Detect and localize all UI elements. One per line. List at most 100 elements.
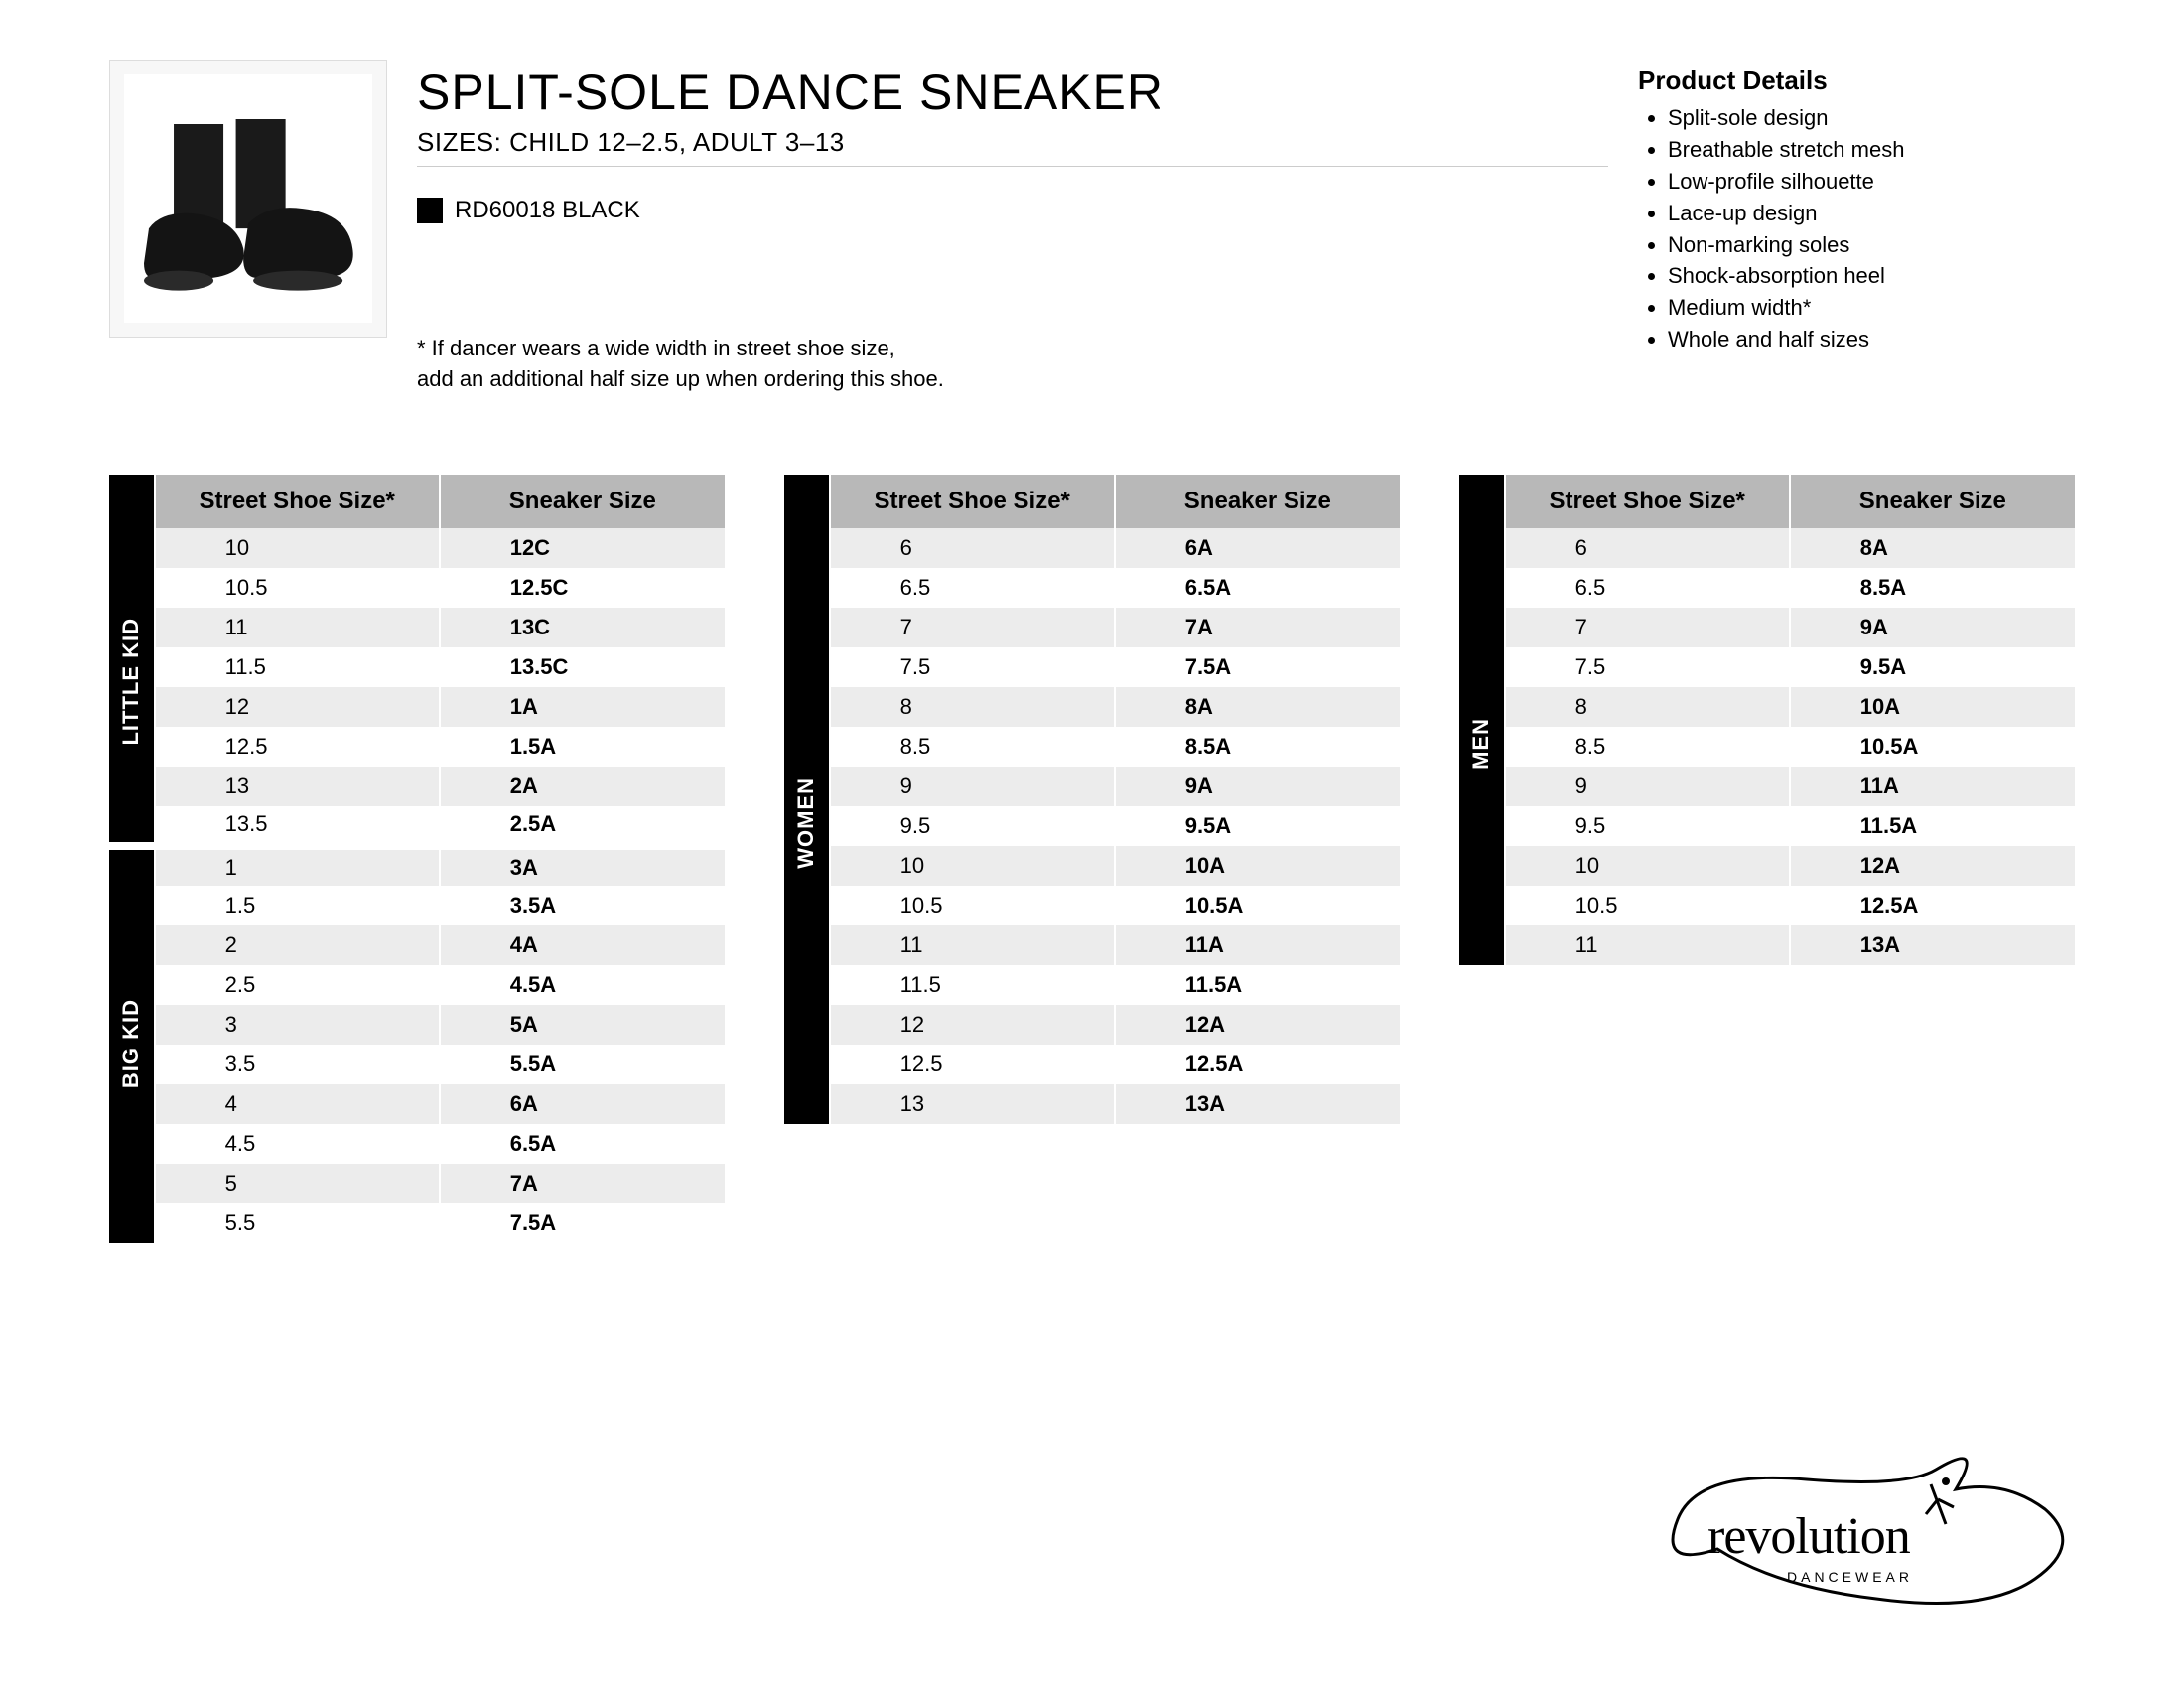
table-row: 9.511.5A <box>1459 806 2075 846</box>
sku-text: RD60018 BLACK <box>455 197 640 224</box>
table-row: 12.512.5A <box>784 1045 1400 1084</box>
table-row: 10.512.5C <box>109 568 725 608</box>
table-row: 9.59.5A <box>784 806 1400 846</box>
column-header: Street Shoe Size* <box>1505 475 1790 528</box>
street-size: 10.5 <box>1505 886 1790 925</box>
sneaker-size: 3.5A <box>440 886 725 925</box>
sneaker-size: 6A <box>440 1084 725 1124</box>
street-size: 6 <box>1505 528 1790 568</box>
street-size: 13 <box>155 767 440 806</box>
sneaker-size: 12.5C <box>440 568 725 608</box>
details-list: Split-sole designBreathable stretch mesh… <box>1638 102 2075 355</box>
detail-item: Low-profile silhouette <box>1668 166 2075 198</box>
table-row: 10.512.5A <box>1459 886 2075 925</box>
column-header: Sneaker Size <box>1790 475 2075 528</box>
street-size: 12 <box>830 1005 1115 1045</box>
street-size: 6.5 <box>830 568 1115 608</box>
sneaker-size: 2.5A <box>440 806 725 846</box>
street-size: 9.5 <box>830 806 1115 846</box>
column-header: Sneaker Size <box>1115 475 1400 528</box>
table-row: 99A <box>784 767 1400 806</box>
street-size: 11 <box>830 925 1115 965</box>
street-size: 8 <box>1505 687 1790 727</box>
street-size: 7.5 <box>830 647 1115 687</box>
footnote-line-1: * If dancer wears a wide width in street… <box>417 334 1608 364</box>
sneaker-size: 9.5A <box>1115 806 1400 846</box>
sneaker-size: 12.5A <box>1790 886 2075 925</box>
sneaker-size: 2A <box>440 767 725 806</box>
street-size: 10 <box>830 846 1115 886</box>
sneaker-size: 11.5A <box>1115 965 1400 1005</box>
street-size: 12 <box>155 687 440 727</box>
street-size: 2 <box>155 925 440 965</box>
detail-item: Non-marking soles <box>1668 229 2075 261</box>
sneaker-size: 5A <box>440 1005 725 1045</box>
sneaker-size: 1.5A <box>440 727 725 767</box>
table-row: 6.56.5A <box>784 568 1400 608</box>
table-row: 1113C <box>109 608 725 647</box>
table-row: 5.57.5A <box>109 1203 725 1243</box>
column-header: Street Shoe Size* <box>155 475 440 528</box>
table-row: 4.56.5A <box>109 1124 725 1164</box>
table-row: 7.57.5A <box>784 647 1400 687</box>
street-size: 5.5 <box>155 1203 440 1243</box>
size-table: .Street Shoe Size*Sneaker SizeWOMEN66A6.… <box>784 475 1400 1124</box>
table-row: 13.52.5A <box>109 806 725 846</box>
table-row: 8.510.5A <box>1459 727 2075 767</box>
table-row: 1212A <box>784 1005 1400 1045</box>
sneaker-size: 8.5A <box>1115 727 1400 767</box>
table-row: 46A <box>109 1084 725 1124</box>
table-row: 1113A <box>1459 925 2075 965</box>
table-row: LITTLE KID1012C <box>109 528 725 568</box>
sneaker-size: 6.5A <box>440 1124 725 1164</box>
street-size: 13 <box>830 1084 1115 1124</box>
detail-item: Breathable stretch mesh <box>1668 134 2075 166</box>
sneaker-size: 10.5A <box>1115 886 1400 925</box>
sneaker-size: 4A <box>440 925 725 965</box>
table-row: 911A <box>1459 767 2075 806</box>
street-size: 8.5 <box>1505 727 1790 767</box>
group-label: BIG KID <box>109 846 155 1243</box>
table-row: 88A <box>784 687 1400 727</box>
sneaker-size: 9.5A <box>1790 647 2075 687</box>
group-label: WOMEN <box>784 528 830 1124</box>
sneaker-size: 10A <box>1115 846 1400 886</box>
shoe-icon <box>124 74 372 323</box>
brand-logo: revolution DANCEWEAR <box>1648 1430 2075 1628</box>
logo-sub: DANCEWEAR <box>1787 1569 1913 1585</box>
street-size: 7.5 <box>1505 647 1790 687</box>
sku-line: RD60018 BLACK <box>417 197 1608 224</box>
street-size: 12.5 <box>830 1045 1115 1084</box>
sneaker-size: 6A <box>1115 528 1400 568</box>
street-size: 10.5 <box>155 568 440 608</box>
street-size: 2.5 <box>155 965 440 1005</box>
sneaker-size: 10.5A <box>1790 727 2075 767</box>
street-size: 1 <box>155 846 440 886</box>
color-swatch <box>417 198 443 223</box>
sneaker-size: 13A <box>1115 1084 1400 1124</box>
sneaker-size: 13C <box>440 608 725 647</box>
street-size: 11 <box>1505 925 1790 965</box>
street-size: 4.5 <box>155 1124 440 1164</box>
sneaker-size: 10A <box>1790 687 2075 727</box>
size-table: .Street Shoe Size*Sneaker SizeLITTLE KID… <box>109 475 725 1243</box>
sneaker-size: 11A <box>1790 767 2075 806</box>
sneaker-size: 8A <box>1115 687 1400 727</box>
street-size: 6 <box>830 528 1115 568</box>
sneaker-size: 13A <box>1790 925 2075 965</box>
product-image <box>109 60 387 338</box>
street-size: 6.5 <box>1505 568 1790 608</box>
sneaker-size: 9A <box>1790 608 2075 647</box>
street-size: 1.5 <box>155 886 440 925</box>
sneaker-size: 9A <box>1115 767 1400 806</box>
group-label: LITTLE KID <box>109 528 155 846</box>
table-row: 810A <box>1459 687 2075 727</box>
size-tables: .Street Shoe Size*Sneaker SizeLITTLE KID… <box>109 475 2075 1243</box>
street-size: 3 <box>155 1005 440 1045</box>
street-size: 11 <box>155 608 440 647</box>
street-size: 11.5 <box>830 965 1115 1005</box>
width-footnote: * If dancer wears a wide width in street… <box>417 334 1608 395</box>
table-row: 132A <box>109 767 725 806</box>
sneaker-size: 4.5A <box>440 965 725 1005</box>
table-row: 57A <box>109 1164 725 1203</box>
